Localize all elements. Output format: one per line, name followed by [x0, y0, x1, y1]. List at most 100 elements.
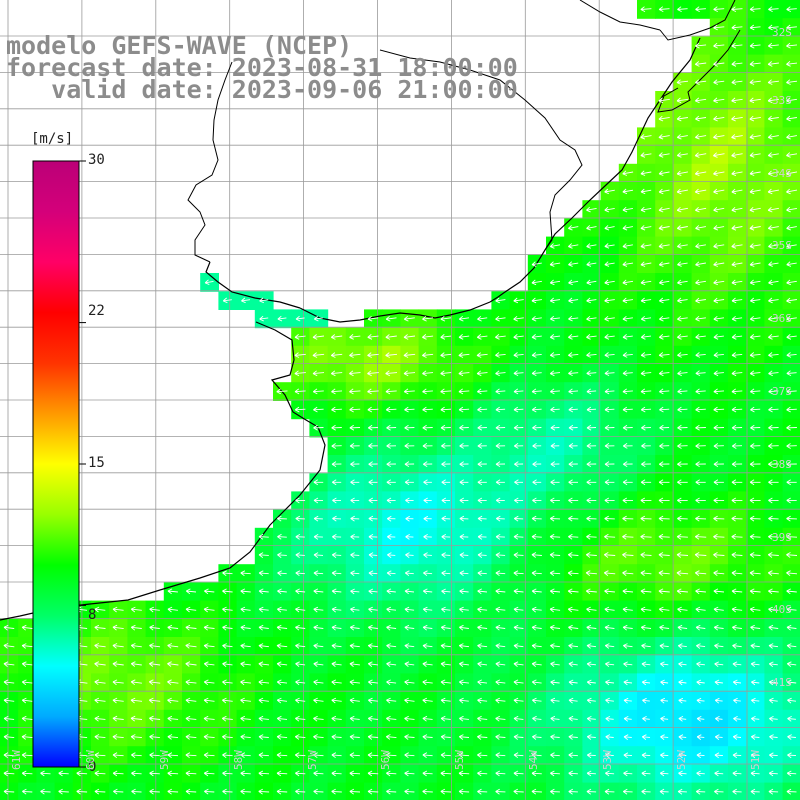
wind-arrow [642, 697, 650, 704]
wind-arrow [531, 406, 542, 413]
wind-arrow [660, 715, 669, 722]
wind-arrow [604, 406, 615, 413]
wind-arrow [641, 752, 651, 759]
wind-arrow [331, 479, 342, 486]
wind-arrow [295, 770, 306, 777]
wind-arrow [550, 697, 560, 704]
wind-arrow [294, 352, 306, 358]
wind-arrow [112, 661, 124, 667]
wind-arrow [676, 97, 689, 104]
wind-arrow [732, 661, 742, 668]
wind-arrow [751, 697, 760, 704]
wind-arrow [459, 534, 469, 540]
wind-arrow [531, 643, 542, 649]
wind-arrow [258, 661, 270, 667]
wind-arrow [495, 497, 505, 504]
wind-arrow [240, 752, 251, 759]
wind-arrow [660, 752, 669, 759]
wind-arrow [476, 370, 488, 377]
wind-arrow [568, 443, 578, 449]
wind-arrow [94, 715, 106, 722]
wind-arrow [622, 279, 634, 286]
wind-arrow [786, 552, 798, 558]
wind-arrow [532, 479, 542, 486]
wind-arrow [677, 624, 688, 631]
wind-arrow [749, 243, 761, 249]
wind-arrow [368, 515, 378, 522]
wind-arrow [658, 152, 670, 158]
wind-arrow [786, 661, 797, 667]
wind-arrow [604, 624, 615, 631]
wind-arrow [203, 734, 215, 740]
wind-arrow [440, 770, 452, 777]
wind-arrow [694, 570, 707, 576]
wind-arrow [550, 443, 560, 449]
wind-arrow [786, 6, 797, 13]
wind-arrow [714, 770, 724, 777]
wind-arrow [751, 679, 760, 686]
wind-arrow [676, 79, 689, 85]
wind-arrow [513, 643, 524, 649]
wind-arrow [259, 315, 269, 322]
wind-arrow [768, 352, 779, 358]
wind-arrow [713, 533, 725, 540]
wind-arrow [295, 552, 305, 558]
wind-arrow [568, 679, 578, 686]
wind-arrow [786, 606, 797, 613]
wind-arrow [277, 552, 287, 558]
wind-arrow [787, 734, 796, 740]
wind-arrow [458, 315, 470, 322]
wind-arrow [622, 461, 633, 467]
wind-arrow [623, 734, 632, 740]
wind-arrow [659, 424, 670, 431]
wind-arrow [786, 679, 797, 686]
wind-arrow [94, 679, 106, 686]
wind-arrow [167, 588, 178, 595]
wind-arrow [440, 624, 451, 631]
wind-arrow [678, 679, 687, 686]
wind-arrow [659, 388, 670, 395]
wind-arrow [94, 697, 106, 704]
wind-arrow [440, 661, 451, 667]
wind-arrow [76, 770, 88, 777]
wind-arrow [604, 334, 615, 340]
wind-arrow [330, 352, 343, 358]
wind-arrow [568, 697, 578, 704]
wind-arrow [405, 534, 414, 540]
wind-arrow [441, 534, 451, 540]
wind-arrow [659, 770, 669, 777]
wind-arrow [531, 588, 542, 595]
wind-arrow [586, 315, 597, 322]
wind-arrow [750, 406, 761, 413]
wind-arrow [313, 679, 324, 686]
lat-label: 34S [772, 167, 792, 180]
wind-arrow [786, 570, 798, 576]
wind-arrow [731, 24, 743, 31]
wind-arrow [495, 679, 506, 686]
wind-arrow [658, 352, 670, 358]
wind-arrow [240, 679, 251, 686]
wind-arrow [749, 42, 761, 49]
wind-arrow [258, 588, 269, 595]
coastline-argentina [205, 261, 301, 309]
wind-arrow [404, 606, 415, 613]
wind-arrow [404, 661, 415, 667]
wind-arrow [550, 788, 560, 795]
border-uruguay-brazil [379, 49, 583, 251]
wind-arrow [550, 315, 560, 322]
wind-arrow [185, 661, 197, 667]
wind-arrow [767, 79, 779, 85]
wind-arrow [495, 297, 506, 304]
wind-arrow [58, 788, 69, 795]
wind-arrow [714, 752, 723, 759]
wind-arrow [477, 570, 487, 577]
wind-arrow [658, 134, 670, 140]
wind-arrow [385, 734, 397, 740]
wind-arrow [440, 715, 451, 722]
wind-arrow [367, 370, 379, 377]
wind-arrow [749, 588, 761, 595]
wind-arrow [750, 734, 760, 740]
wind-arrow [695, 261, 706, 267]
wind-arrow [586, 388, 597, 395]
